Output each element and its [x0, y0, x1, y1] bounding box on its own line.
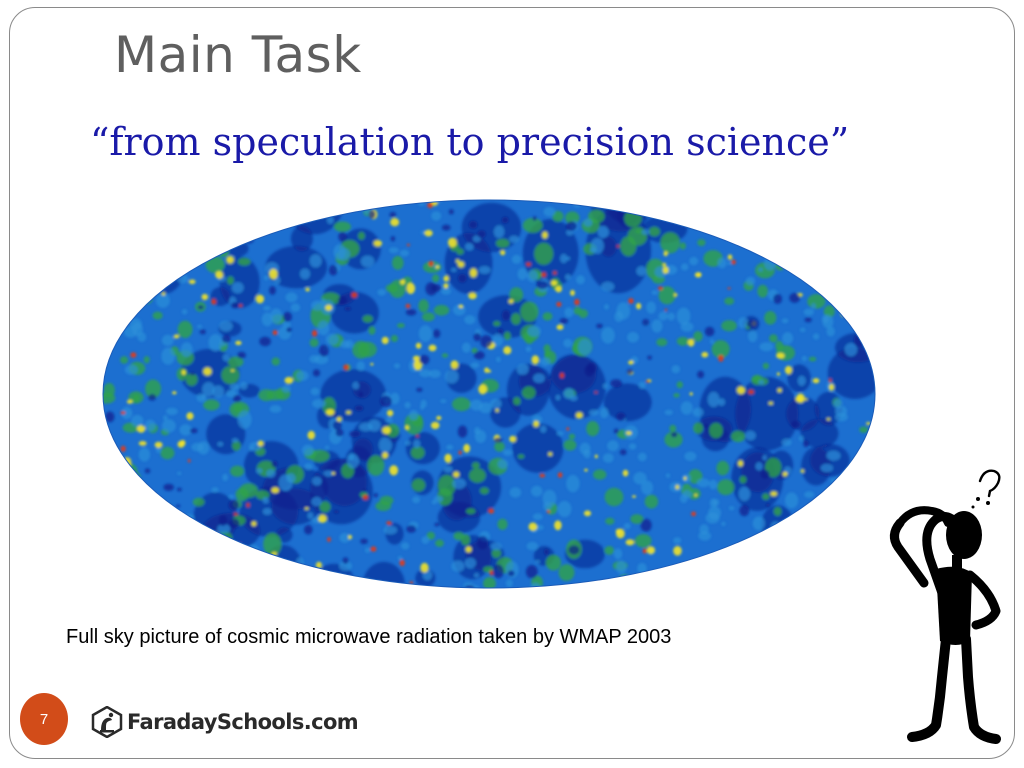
- thinking-figure-image: [890, 469, 1001, 744]
- cmb-sky-map-image: [102, 199, 876, 589]
- slide-subtitle: “from speculation to precision science”: [90, 120, 850, 164]
- slide-title: Main Task: [114, 26, 362, 84]
- slide: Main Task “from speculation to precision…: [9, 7, 1015, 759]
- image-caption: Full sky picture of cosmic microwave rad…: [66, 626, 672, 648]
- faraday-schools-logo-icon: [91, 706, 123, 738]
- faraday-schools-logo[interactable]: FaradaySchools.com: [91, 705, 359, 739]
- page-number-badge: 7: [20, 693, 68, 745]
- logo-text: FaradaySchools.com: [127, 710, 359, 734]
